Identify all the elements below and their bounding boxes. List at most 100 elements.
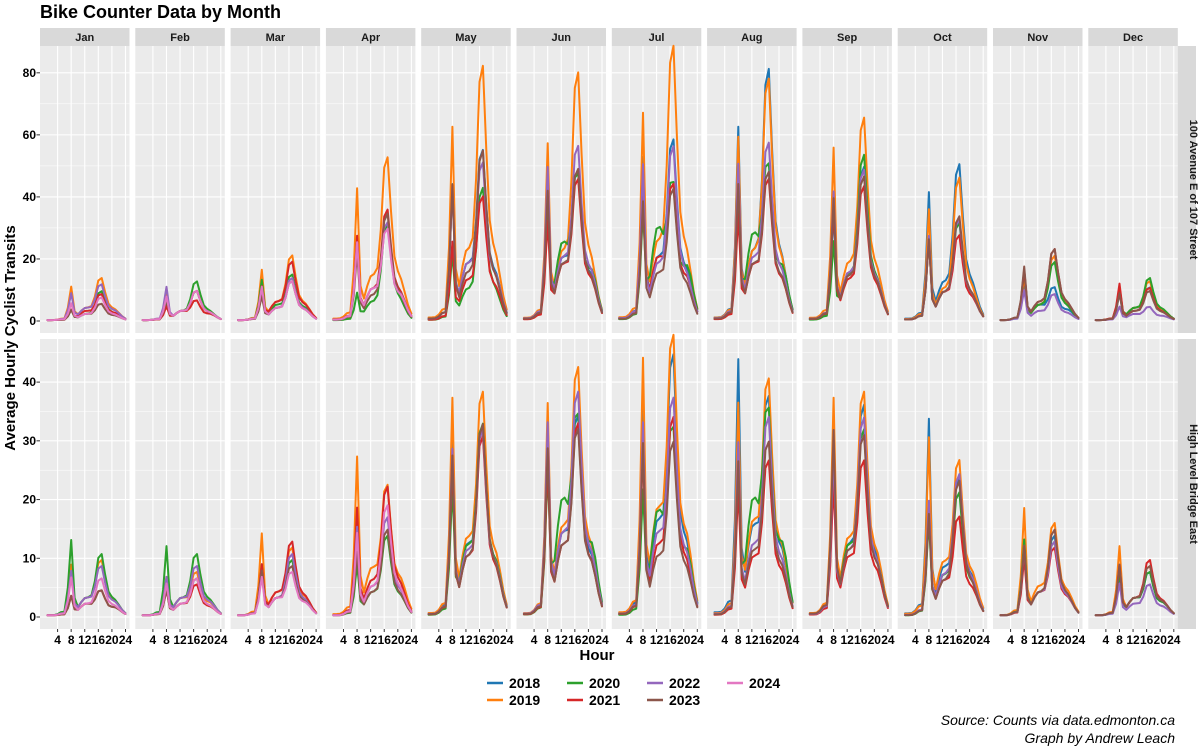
legend-item-2019: 2019 [487, 692, 540, 708]
x-tick-label: 16 [854, 633, 868, 647]
x-tick-label: 20 [105, 633, 119, 647]
row-strip-1: 100 Avenue E of 107 Street [1176, 46, 1199, 333]
facet-jul-row-2 [611, 333, 702, 629]
y-tick-label: 10 [23, 551, 37, 565]
month-strip-label: Apr [361, 32, 381, 44]
x-tick-label: 24 [214, 633, 228, 647]
y-tick-label: 20 [23, 252, 37, 266]
caption-credit: Graph by Andrew Leach [1025, 730, 1176, 746]
month-strip-label: Jun [551, 32, 571, 44]
month-strip-label: Mar [266, 32, 286, 44]
facet-jun-row-1: Jun [516, 28, 606, 333]
x-tick-label: 12 [364, 633, 378, 647]
series-line-2024 [332, 227, 413, 321]
facet-aug-row-1: Aug [707, 28, 797, 333]
x-tick-label: 8 [68, 633, 75, 647]
x-tick-label: 12 [78, 633, 92, 647]
month-strip-background [1088, 28, 1178, 46]
x-tick-label: 8 [1116, 633, 1123, 647]
series-line-2024 [46, 576, 127, 617]
x-tick-label: 24 [405, 633, 419, 647]
x-tick-label: 8 [830, 633, 837, 647]
y-tick-label: 60 [23, 128, 37, 142]
series-line-2019 [427, 390, 508, 614]
x-tick-label: 24 [1072, 633, 1086, 647]
x-tick-label: 4 [531, 633, 538, 647]
series-line-2019 [808, 390, 889, 614]
month-strip-background [135, 28, 225, 46]
series-line-2024 [237, 571, 318, 617]
y-tick-label: 40 [23, 190, 37, 204]
x-tick-label: 12 [173, 633, 187, 647]
x-axis: 4 8 12 16 20 24 4 8 12 16 20 24 4 8 12 16 20 24 4 8 12 16 20 24… [54, 629, 1181, 647]
x-tick-label: 20 [201, 633, 215, 647]
series-line-2023 [904, 215, 985, 321]
legend-item-2021: 2021 [567, 692, 620, 708]
series-line-2023 [427, 149, 508, 320]
facet-nov-row-1: Nov [993, 28, 1083, 333]
x-tick-label: 8 [544, 633, 551, 647]
row-strip-label: High Level Bridge East [1187, 424, 1199, 544]
x-tick-label: 4 [245, 633, 252, 647]
facet-mar-row-1: Mar [230, 28, 321, 333]
facet-jun-row-2 [516, 339, 606, 629]
facet-may-row-1: May [421, 28, 511, 333]
x-tick-label: 24 [977, 633, 991, 647]
y-tick-label: 30 [23, 434, 37, 448]
row-strip-background [1176, 46, 1196, 333]
x-tick-label: 20 [582, 633, 596, 647]
series-line-2019 [808, 116, 889, 319]
series-line-2023 [713, 170, 794, 320]
series-line-2023 [1094, 563, 1175, 617]
x-tick-label: 20 [296, 633, 310, 647]
series-line-2023 [522, 428, 603, 615]
month-strip-background [993, 28, 1083, 46]
x-tick-label: 16 [92, 633, 106, 647]
x-tick-label: 24 [881, 633, 895, 647]
row-strip-2: High Level Bridge East [1176, 339, 1199, 629]
x-tick-label: 4 [721, 633, 728, 647]
x-tick-label: 4 [1103, 633, 1110, 647]
series-line-2019 [999, 507, 1080, 616]
series-line-2023 [522, 167, 603, 320]
x-tick-label: 24 [119, 633, 133, 647]
x-tick-label: 8 [449, 633, 456, 647]
x-tick-label: 16 [473, 633, 487, 647]
month-strip-background [516, 28, 606, 46]
x-tick-label: 16 [568, 633, 582, 647]
x-tick-label: 4 [626, 633, 633, 647]
facet-jan-row-1: Jan [40, 28, 130, 333]
series-line-2018 [713, 358, 794, 614]
month-strip-background [897, 28, 988, 46]
series-line-2023 [999, 528, 1080, 617]
x-tick-label: 16 [1045, 633, 1059, 647]
x-tick-label: 12 [1126, 633, 1140, 647]
month-strip-background [325, 28, 416, 46]
series-line-2024 [332, 504, 413, 617]
x-tick-label: 20 [486, 633, 500, 647]
x-tick-label: 16 [282, 633, 296, 647]
legend-label: 2018 [509, 675, 540, 691]
x-tick-label: 24 [786, 633, 800, 647]
x-tick-label: 16 [759, 633, 773, 647]
series-line-2024 [237, 280, 318, 322]
facet-dec-row-1: Dec [1088, 28, 1178, 333]
series-line-2019 [904, 176, 985, 320]
series-line-2023 [808, 175, 889, 320]
x-tick-label: 4 [817, 633, 824, 647]
month-strip-background [40, 28, 130, 46]
facet-sep-row-1: Sep [802, 28, 892, 333]
month-strip-label: Sep [837, 32, 857, 44]
series-line-2019 [427, 64, 508, 319]
caption-source: Source: Counts via data.edmonton.ca [941, 712, 1175, 728]
x-tick-label: 12 [1031, 633, 1045, 647]
month-strip-label: May [455, 32, 477, 44]
x-tick-label: 20 [1154, 633, 1168, 647]
series-line-2023 [713, 440, 794, 616]
month-strip-label: Aug [741, 32, 762, 44]
legend-label: 2019 [509, 692, 540, 708]
month-strip-label: Jul [649, 32, 665, 44]
month-strip-background [230, 28, 321, 46]
